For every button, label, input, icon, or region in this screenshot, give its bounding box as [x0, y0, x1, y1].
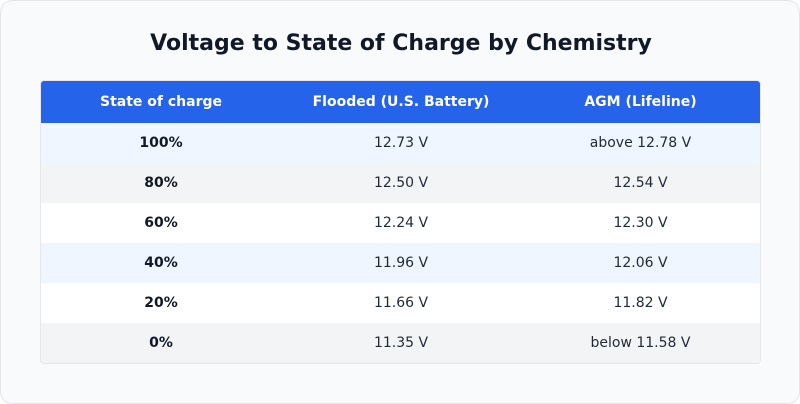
table-row: 60% 12.24 V 12.30 V — [41, 203, 760, 243]
voltage-table: State of charge Flooded (U.S. Battery) A… — [41, 81, 760, 363]
table-row: 80% 12.50 V 12.54 V — [41, 163, 760, 203]
cell-soc: 40% — [144, 255, 178, 271]
cell-agm: 12.54 V — [613, 175, 668, 191]
cell-flooded: 11.96 V — [373, 255, 429, 271]
cell-soc: 0% — [149, 335, 173, 351]
cell-agm: 11.82 V — [613, 295, 668, 311]
cell-agm: above 12.78 V — [589, 135, 692, 151]
cell-soc: 20% — [144, 295, 178, 311]
header-flooded: Flooded (U.S. Battery) — [312, 94, 490, 110]
cell-flooded: 12.50 V — [373, 175, 429, 191]
cell-flooded: 11.66 V — [373, 295, 429, 311]
table-header-row: State of charge Flooded (U.S. Battery) A… — [41, 81, 760, 123]
cell-flooded: 12.73 V — [373, 135, 429, 151]
cell-soc: 80% — [144, 175, 178, 191]
page-title: Voltage to State of Charge by Chemistry — [150, 31, 652, 56]
table-row: 0% 11.35 V below 11.58 V — [41, 323, 760, 363]
cell-flooded: 11.35 V — [373, 335, 429, 351]
cell-flooded: 12.24 V — [373, 215, 429, 231]
cell-agm: below 11.58 V — [590, 335, 691, 351]
table-row: 20% 11.66 V 11.82 V — [41, 283, 760, 323]
header-agm: AGM (Lifeline) — [584, 94, 697, 110]
table-row: 40% 11.96 V 12.06 V — [41, 243, 760, 283]
header-state-of-charge: State of charge — [99, 94, 222, 110]
table-row: 100% 12.73 V above 12.78 V — [41, 123, 760, 163]
cell-agm: 12.06 V — [613, 255, 668, 271]
cell-agm: 12.30 V — [613, 215, 668, 231]
cell-soc: 100% — [139, 135, 183, 151]
cell-soc: 60% — [144, 215, 178, 231]
